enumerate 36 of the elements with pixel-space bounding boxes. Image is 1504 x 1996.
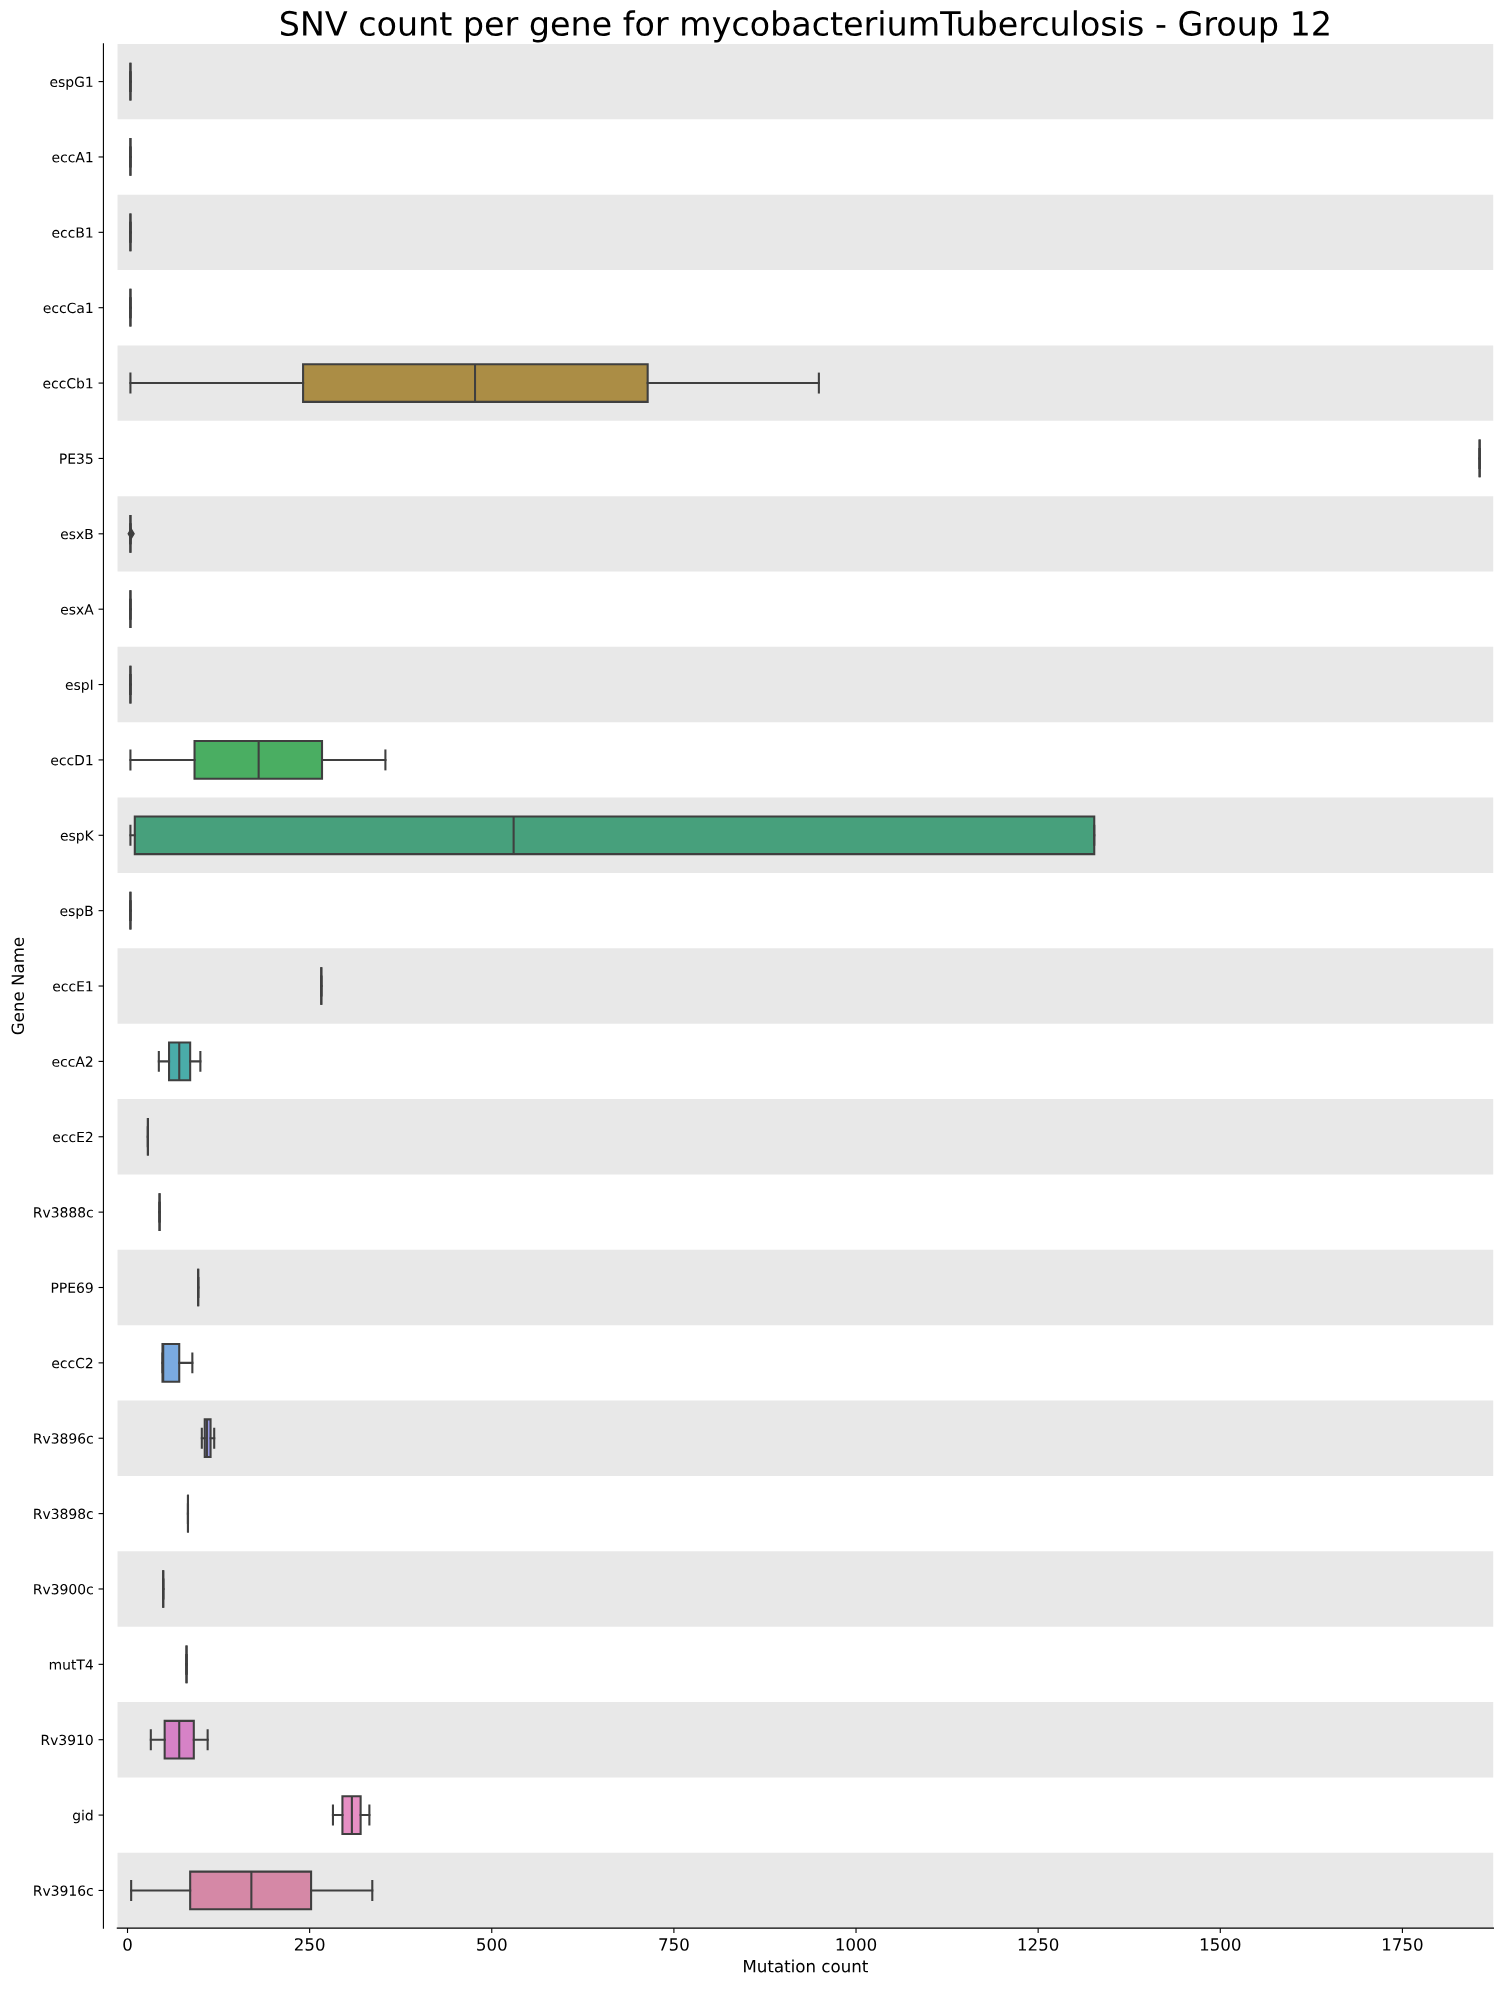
y-tick-label: eccA2 (52, 1056, 93, 1067)
x-tick-label: 1500 (1200, 1938, 1241, 1951)
y-tick-label: Rv3888c (34, 1207, 93, 1218)
y-tick-label: eccCa1 (43, 302, 93, 314)
x-tick-label: 250 (294, 1938, 325, 1951)
y-tick-label: espK (60, 830, 94, 844)
y-tick-label: Rv3910 (41, 1734, 93, 1746)
y-tick-label: eccB1 (52, 227, 93, 238)
y-tick-label: PE35 (60, 453, 93, 464)
y-tick-label: eccA1 (52, 152, 93, 163)
x-tick-label: 750 (659, 1938, 689, 1951)
x-tick-label: 1250 (1018, 1938, 1059, 1951)
y-tick-label: espG1 (50, 76, 93, 90)
x-tick-label: 1750 (1383, 1938, 1423, 1951)
y-tick-label: eccE2 (53, 1131, 93, 1143)
y-axis-title: Gene Name (11, 937, 25, 1035)
y-tick-label: Rv3900c (34, 1583, 93, 1595)
y-tick-label: eccC2 (52, 1357, 93, 1369)
y-tick-label: esxB (60, 528, 93, 540)
y-tick-label: mutT4 (49, 1659, 93, 1670)
x-axis-title: Mutation count (744, 1959, 868, 1973)
y-tick-label: gid (72, 1809, 93, 1824)
y-tick-label: Rv3898c (34, 1508, 93, 1520)
x-tick-label: 0 (123, 1938, 132, 1951)
chart-title: SNV count per gene for mycobacteriumTuberculosis - Group 12 (280, 10, 1329, 43)
y-tick-label: Rv3896c (34, 1433, 93, 1444)
y-tick-label: eccD1 (51, 755, 93, 766)
y-tick-label: eccCb1 (43, 377, 93, 389)
y-tick-label: eccE1 (53, 981, 93, 992)
x-tick-label: 1000 (836, 1938, 877, 1951)
y-tick-label: PPE69 (51, 1282, 93, 1293)
y-tick-label: espB (60, 905, 93, 919)
x-tick-label: 500 (477, 1938, 507, 1951)
y-tick-label: espI (65, 679, 93, 693)
y-tick-label: Rv3916c (34, 1885, 93, 1896)
y-tick-label: esxA (60, 604, 94, 615)
